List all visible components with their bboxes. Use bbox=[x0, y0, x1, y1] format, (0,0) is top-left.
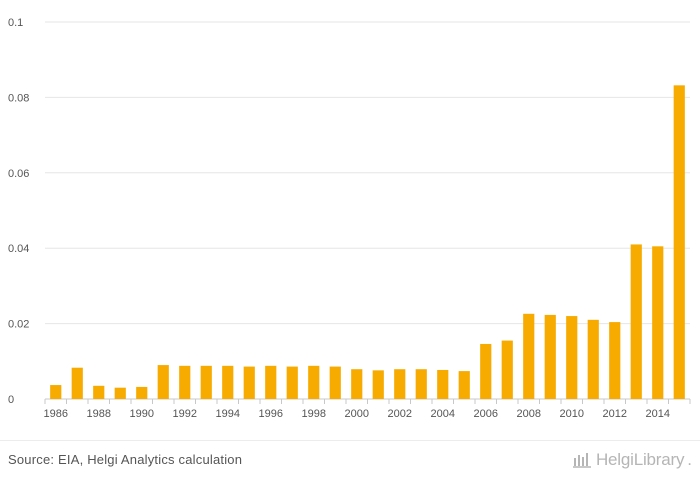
x-tick-label: 1990 bbox=[130, 408, 154, 420]
bar-2001[interactable] bbox=[372, 370, 384, 399]
library-icon bbox=[572, 453, 591, 468]
x-tick-label: 1994 bbox=[216, 408, 240, 420]
bar-2012[interactable] bbox=[609, 322, 621, 399]
x-tick-label: 2014 bbox=[646, 408, 670, 420]
y-tick-label: 0.06 bbox=[8, 168, 29, 180]
y-tick-label: 0.08 bbox=[8, 92, 29, 104]
bar-1990[interactable] bbox=[136, 386, 148, 399]
bar-2008[interactable] bbox=[523, 313, 535, 399]
bar-1999[interactable] bbox=[329, 366, 341, 399]
x-tick-label: 1986 bbox=[44, 408, 68, 420]
bar-1994[interactable] bbox=[222, 365, 234, 399]
bar-1992[interactable] bbox=[179, 365, 191, 399]
x-tick-label: 2004 bbox=[431, 408, 455, 420]
x-tick-label: 1988 bbox=[87, 408, 111, 420]
bar-2005[interactable] bbox=[458, 371, 470, 399]
y-tick-label: 0.1 bbox=[8, 17, 23, 29]
bar-2007[interactable] bbox=[501, 340, 513, 399]
x-tick-label: 2000 bbox=[345, 408, 369, 420]
bar-1989[interactable] bbox=[114, 387, 126, 399]
source-note: Source: EIA, Helgi Analytics calculation bbox=[8, 452, 243, 467]
x-tick-label: 1992 bbox=[173, 408, 197, 420]
bar-1988[interactable] bbox=[93, 385, 105, 399]
x-tick-label: 2010 bbox=[560, 408, 584, 420]
bar-1986[interactable] bbox=[50, 385, 62, 399]
x-tick-label: 2012 bbox=[603, 408, 627, 420]
chart-plot: 0 0.02 0.04 0.06 0.08 0.1 1986 1988 1990 1992 1994… bbox=[8, 17, 691, 420]
brand-dot: . bbox=[687, 450, 692, 469]
bar-1987[interactable] bbox=[71, 367, 83, 399]
bar-2003[interactable] bbox=[415, 369, 427, 399]
bar-2015[interactable] bbox=[673, 85, 685, 399]
brand-logo: HelgiLibrary. bbox=[571, 450, 692, 470]
chart-footer: Source: EIA, Helgi Analytics calculation… bbox=[0, 440, 700, 483]
bar-2010[interactable] bbox=[566, 316, 578, 399]
x-tick-label: 2008 bbox=[517, 408, 541, 420]
bar-2011[interactable] bbox=[587, 319, 599, 399]
y-tick-label: 0.02 bbox=[8, 319, 29, 331]
y-tick-label: 0.04 bbox=[8, 243, 29, 255]
bar-2006[interactable] bbox=[480, 343, 492, 399]
y-tick-label: 0 bbox=[8, 394, 14, 406]
brand-name: HelgiLibrary bbox=[595, 450, 685, 469]
bar-2000[interactable] bbox=[351, 369, 363, 399]
x-tick-label: 1998 bbox=[302, 408, 326, 420]
x-tick-label: 2002 bbox=[388, 408, 412, 420]
x-tick-label: 1996 bbox=[259, 408, 283, 420]
bar-2013[interactable] bbox=[630, 244, 642, 399]
footer-divider bbox=[0, 440, 700, 441]
bar-1995[interactable] bbox=[243, 366, 255, 399]
x-tick-label: 2006 bbox=[474, 408, 498, 420]
bar-1998[interactable] bbox=[308, 365, 320, 399]
bar-2014[interactable] bbox=[652, 246, 664, 399]
bar-2009[interactable] bbox=[544, 314, 556, 399]
bar-1993[interactable] bbox=[200, 365, 212, 399]
bar-1997[interactable] bbox=[286, 366, 298, 399]
bar-1996[interactable] bbox=[265, 365, 277, 399]
bar-2002[interactable] bbox=[394, 369, 406, 399]
bar-2004[interactable] bbox=[437, 369, 449, 399]
bar-1991[interactable] bbox=[157, 365, 169, 399]
